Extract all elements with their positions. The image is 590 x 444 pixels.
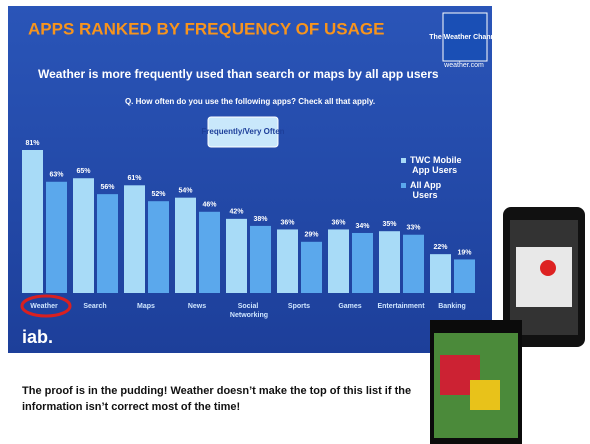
highlight-ellipse (20, 294, 72, 318)
value-label: 36% (280, 219, 295, 226)
value-label: 34% (355, 223, 370, 230)
value-label: 61% (127, 175, 142, 182)
bar (97, 194, 118, 293)
value-label: 54% (178, 188, 193, 195)
value-label: 36% (331, 219, 346, 226)
bar (73, 178, 94, 293)
x-tick-label: Entertainment (377, 303, 425, 310)
x-tick-label: Games (338, 303, 361, 310)
x-tick-label: News (188, 303, 206, 310)
legend-label: TWC Mobile App Users (410, 155, 462, 175)
bar (199, 211, 220, 293)
value-label: 56% (100, 184, 115, 191)
bar (22, 150, 43, 293)
legend-swatch (401, 158, 406, 163)
value-label: 29% (304, 232, 319, 239)
legend-swatch (401, 183, 406, 188)
bar (277, 229, 298, 293)
chart-title: APPS RANKED BY FREQUENCY OF USAGE (28, 19, 384, 38)
value-label: 33% (406, 225, 421, 232)
bar (328, 229, 349, 293)
annotation-box (207, 116, 279, 148)
value-label: 81% (25, 140, 40, 147)
bar (250, 225, 271, 293)
value-label: 65% (76, 168, 91, 175)
x-tick-label: Weather (30, 303, 58, 310)
value-label: 22% (433, 244, 448, 251)
value-label: 46% (202, 202, 217, 209)
bar (301, 241, 322, 293)
bar (148, 201, 169, 293)
x-tick-label: Maps (137, 303, 155, 310)
legend-label: All App Users (410, 180, 442, 200)
question: Q. How often do you use the following ap… (125, 97, 375, 106)
x-tick-label: Search (83, 303, 106, 310)
annotation: Frequently/Very Often (201, 127, 284, 136)
value-label: 35% (382, 221, 397, 228)
bar (46, 181, 67, 293)
caption: The proof is in the pudding! Weather doe… (22, 385, 412, 413)
logo: The Weather Channel (429, 34, 500, 41)
subtitle: Weather is more frequently used than sea… (38, 67, 439, 81)
bar (352, 232, 373, 293)
x-tick-label: Social Networking (228, 303, 268, 319)
footer-logo: iab. (22, 327, 53, 347)
phone-screen (430, 320, 522, 444)
x-tick-label: Sports (288, 303, 310, 310)
value-label: 19% (457, 249, 472, 256)
logo-url: weather.com (443, 62, 484, 69)
bar (226, 218, 247, 293)
bar (379, 231, 400, 293)
value-label: 52% (151, 191, 166, 198)
value-label: 38% (253, 216, 268, 223)
value-label: 42% (229, 209, 244, 216)
value-label: 63% (49, 172, 64, 179)
bar (124, 185, 145, 293)
logo-box (442, 12, 488, 62)
x-tick-label: Banking (438, 303, 466, 310)
phone (503, 207, 585, 347)
bar (430, 254, 451, 293)
bar (175, 197, 196, 293)
bar (454, 259, 475, 293)
bar (403, 234, 424, 293)
